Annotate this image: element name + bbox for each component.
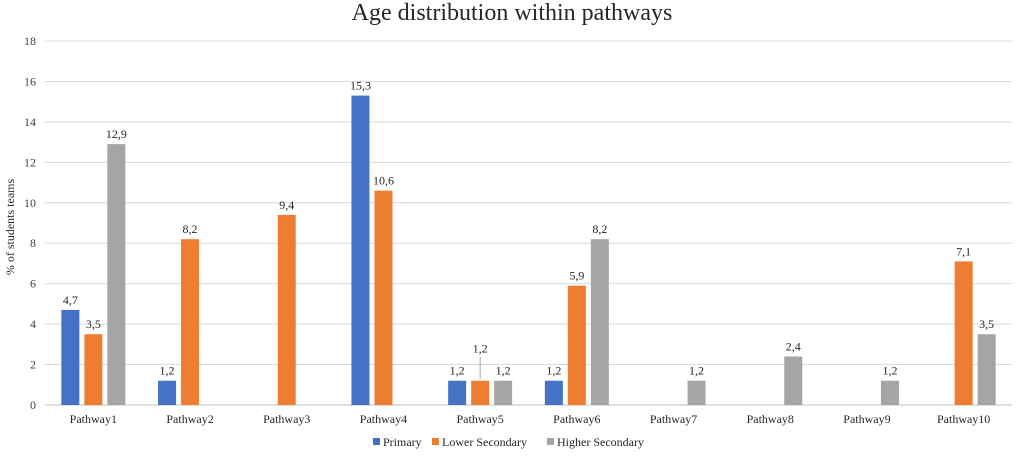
data-label: 12,9 <box>106 127 127 141</box>
bar-lower-secondary <box>84 334 103 405</box>
bar-higher-secondary <box>590 239 609 405</box>
data-label: 8,2 <box>183 222 198 236</box>
legend-label: Lower Secondary <box>442 435 527 449</box>
bar-lower-secondary <box>181 239 200 405</box>
data-label: 8,2 <box>592 222 607 236</box>
y-tick-label: 8 <box>30 236 36 250</box>
bar-higher-secondary <box>107 144 126 405</box>
x-category-label: Pathway6 <box>553 412 600 426</box>
data-label: 4,7 <box>63 293 78 307</box>
data-label: 1,2 <box>496 364 511 378</box>
x-category-label: Pathway8 <box>747 412 794 426</box>
data-label: 10,6 <box>373 174 394 188</box>
bar-primary <box>544 380 563 405</box>
legend-label: Primary <box>383 435 422 449</box>
y-tick-label: 10 <box>24 196 36 210</box>
bar-higher-secondary <box>880 380 899 405</box>
legend: Primary Lower Secondary Higher Secondary <box>373 435 644 449</box>
x-category-label: Pathway7 <box>650 412 697 426</box>
bar-lower-secondary <box>277 214 296 405</box>
data-label: 2,4 <box>786 339 801 353</box>
bars <box>61 95 996 405</box>
x-axis-categories: Pathway1 Pathway2 Pathway3 Pathway4 Pathway5… <box>70 412 991 426</box>
bar-lower-secondary <box>567 285 586 405</box>
bar-higher-secondary <box>977 334 996 405</box>
bar-primary <box>448 380 467 405</box>
legend-swatch <box>373 438 380 445</box>
bar-primary <box>351 95 370 405</box>
x-category-label: Pathway10 <box>937 412 990 426</box>
gridlines <box>45 40 1012 406</box>
y-tick-label: 18 <box>24 34 36 48</box>
bar-primary <box>61 309 80 405</box>
data-label: 1,2 <box>882 364 897 378</box>
legend-swatch <box>547 438 554 445</box>
data-label: 7,1 <box>956 244 971 258</box>
x-category-label: Pathway5 <box>456 412 503 426</box>
data-label: 9,4 <box>279 198 294 212</box>
data-label: 1,2 <box>546 364 561 378</box>
y-axis-ticks: 0 2 4 6 8 10 12 14 16 18 <box>24 34 36 412</box>
bar-lower-secondary <box>374 190 393 405</box>
data-label: 3,5 <box>979 317 994 331</box>
x-category-label: Pathway4 <box>360 412 407 426</box>
y-axis-label: % of students teams <box>3 179 17 276</box>
y-tick-label: 16 <box>24 74 36 88</box>
chart-title: Age distribution within pathways <box>352 0 673 26</box>
bar-higher-secondary <box>494 380 513 405</box>
data-label: 5,9 <box>569 269 584 283</box>
bar-primary <box>158 380 177 405</box>
y-tick-label: 6 <box>30 277 36 291</box>
bar-higher-secondary <box>687 380 706 405</box>
x-category-label: Pathway2 <box>166 412 213 426</box>
data-label: 3,5 <box>86 317 101 331</box>
bar-lower-secondary <box>954 261 973 405</box>
x-category-label: Pathway9 <box>843 412 890 426</box>
y-tick-label: 12 <box>24 155 36 169</box>
data-label: 1,2 <box>689 364 704 378</box>
data-label: 1,2 <box>160 364 175 378</box>
y-tick-label: 2 <box>30 358 36 372</box>
legend-label: Higher Secondary <box>557 435 644 449</box>
x-category-label: Pathway1 <box>70 412 117 426</box>
data-label: 1,2 <box>450 364 465 378</box>
legend-swatch <box>432 438 439 445</box>
data-labels: 4,7 3,5 12,9 1,2 8,2 9,4 15,3 10,6 1,2 1,2 1,2 1,2 5… <box>63 79 994 379</box>
y-tick-label: 0 <box>30 398 36 412</box>
x-category-label: Pathway3 <box>263 412 310 426</box>
y-tick-label: 14 <box>24 115 36 129</box>
bar-lower-secondary <box>471 380 490 405</box>
bar-higher-secondary <box>784 356 803 405</box>
y-tick-label: 4 <box>30 317 36 331</box>
data-label: 15,3 <box>350 79 371 93</box>
data-label: 1,2 <box>473 342 488 356</box>
